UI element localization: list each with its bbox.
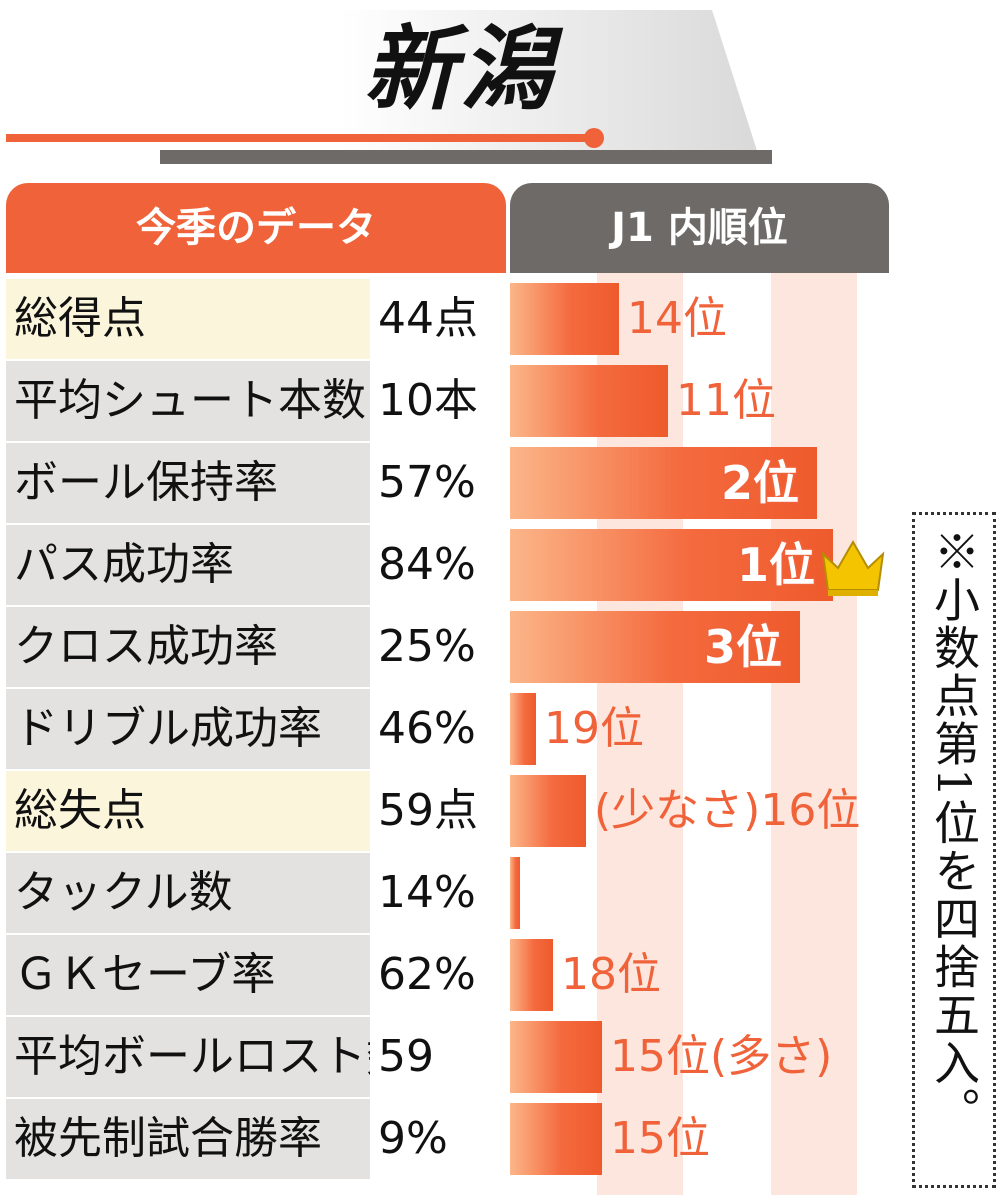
rank-bar: [510, 365, 668, 437]
rank-label: (少なさ)16位: [594, 785, 861, 836]
stat-label: ドリブル成功率: [6, 689, 370, 769]
stat-value: 46%: [372, 689, 506, 769]
stat-value: 84%: [372, 525, 506, 605]
page-title: 新潟: [363, 16, 556, 123]
stat-value: 10本: [372, 361, 506, 441]
stat-value: 57%: [372, 443, 506, 523]
rank-bar: [510, 1103, 602, 1175]
stat-value: 59: [372, 1017, 506, 1097]
rank-label: 18位: [561, 949, 661, 1000]
stat-label: ＧＫセーブ率: [6, 935, 370, 1015]
season-data-header: 今季のデータ: [6, 183, 506, 273]
j1-rank-header: J1 内順位: [510, 183, 889, 273]
rank-bar: [510, 1021, 602, 1093]
rank-label: 14位: [627, 293, 727, 344]
stat-label: 総失点: [6, 771, 370, 851]
stat-value: 9%: [372, 1099, 506, 1179]
stat-label: 被先制試合勝率: [6, 1099, 370, 1179]
crown-icon: [821, 539, 885, 596]
title-underbar: [160, 150, 772, 164]
stat-label: パス成功率: [6, 525, 370, 605]
stat-label: 平均ボールロスト数: [6, 1017, 370, 1097]
rank-bar: [510, 611, 800, 683]
stat-value: 14%: [372, 853, 506, 933]
rounding-note: ※小数点第1位を四捨五入。: [927, 528, 981, 1136]
rank-bar: [510, 775, 586, 847]
stat-label: ボール保持率: [6, 443, 370, 523]
rank-bar: [510, 529, 833, 601]
title-accent-dot: [584, 128, 604, 148]
rank-label: 2位: [719, 455, 800, 512]
stat-value: 44点: [372, 279, 506, 359]
stat-label: タックル数: [6, 853, 370, 933]
rank-label: 15位: [610, 1113, 710, 1164]
rank-label: 11位: [676, 375, 776, 426]
rank-bar: [510, 939, 553, 1011]
rank-label: 19位: [544, 703, 644, 754]
stat-value: 25%: [372, 607, 506, 687]
rank-label: 1位: [735, 537, 816, 594]
rank-label: 3位: [702, 619, 783, 676]
rank-bar: [510, 447, 817, 519]
stat-label: 平均シュート本数: [6, 361, 370, 441]
stat-value: 62%: [372, 935, 506, 1015]
note-box: [912, 512, 996, 1188]
rank-bar: [510, 693, 536, 765]
rank-label: 15位(多さ): [610, 1031, 833, 1082]
stat-value: 59点: [372, 771, 506, 851]
stat-label: クロス成功率: [6, 607, 370, 687]
title-accent-line: [6, 134, 594, 142]
rank-bar: [510, 283, 619, 355]
rank-bar: [510, 857, 520, 929]
chart-stripe: [771, 273, 857, 1195]
stat-label: 総得点: [6, 279, 370, 359]
